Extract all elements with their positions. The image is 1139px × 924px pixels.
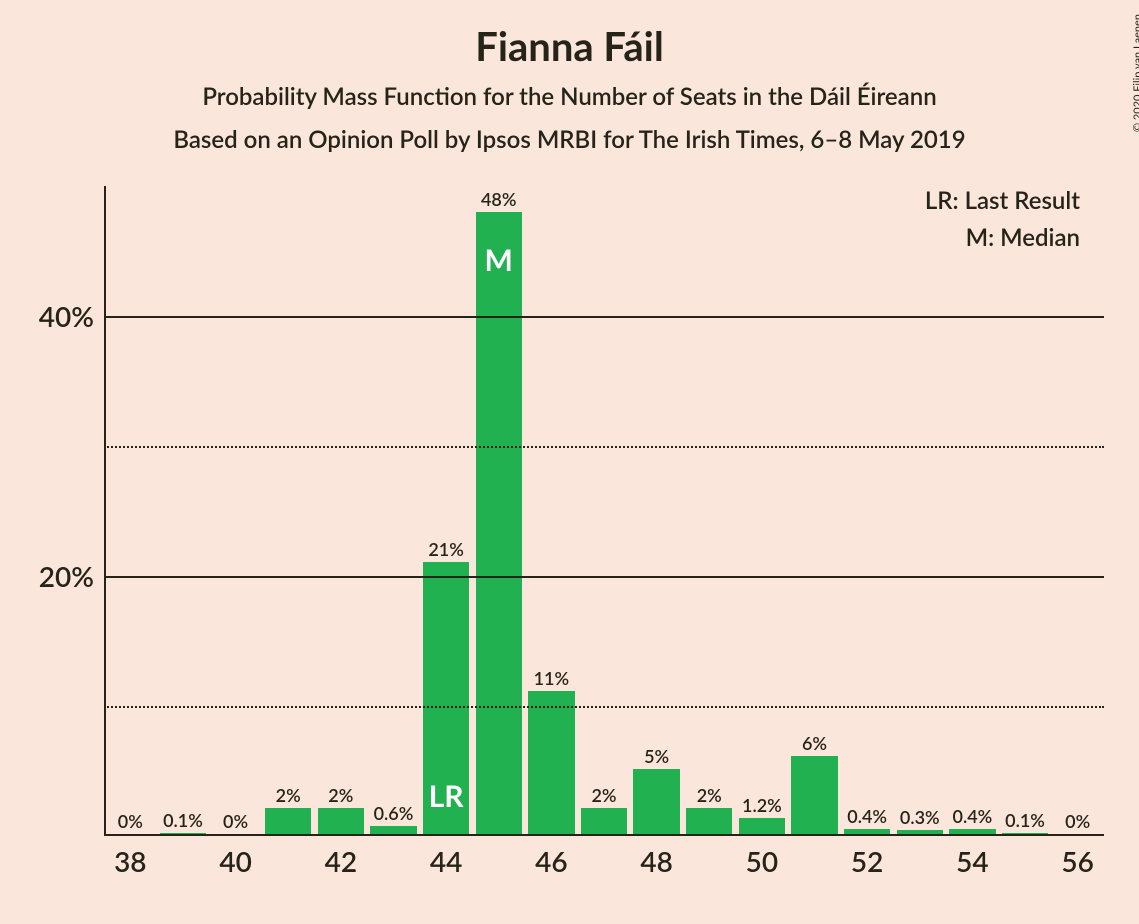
bar-46: 11% (528, 691, 574, 834)
bar-52: 0.4% (844, 829, 890, 834)
gridline (104, 446, 1104, 448)
x-axis-tick-label: 48 (640, 844, 672, 878)
bar-value-label: 0.4% (949, 805, 995, 827)
bar-53: 0.3% (897, 830, 943, 834)
x-axis-tick-label: 52 (851, 844, 883, 878)
y-axis-tick-label: 40% (14, 299, 94, 333)
gridline (104, 316, 1104, 318)
bar-47: 2% (581, 808, 627, 834)
x-axis-tick-label: 46 (535, 844, 567, 878)
bar-value-label: 11% (528, 667, 574, 689)
bar-44: 21%LR (423, 562, 469, 834)
gridline (104, 576, 1104, 578)
legend-m: M: Median (925, 223, 1080, 252)
bar-value-label: 0.4% (844, 805, 890, 827)
bar-50: 1.2% (739, 818, 785, 834)
bar-value-label: 2% (318, 784, 364, 806)
bar-value-label: 2% (265, 784, 311, 806)
bars-container: 0%0.1%0%2%2%0.6%21%LR48%M11%2%5%2%1.2%6%… (104, 186, 1104, 834)
bar-value-label: 2% (686, 784, 732, 806)
bar-55: 0.1% (1002, 833, 1048, 834)
bar-value-label: 1.2% (739, 794, 785, 816)
bar-value-label: 48% (476, 188, 522, 210)
x-axis-line (104, 834, 1104, 836)
bar-value-label: 0.6% (370, 802, 416, 824)
bar-45: 48%M (476, 212, 522, 834)
pmf-bar-chart: 0%0.1%0%2%2%0.6%21%LR48%M11%2%5%2%1.2%6%… (104, 186, 1104, 836)
bar-value-label: 0% (107, 810, 153, 832)
gridline (104, 706, 1104, 708)
x-axis-tick-label: 50 (746, 844, 778, 878)
bar-value-label: 0.3% (897, 806, 943, 828)
x-axis-tick-label: 44 (430, 844, 462, 878)
bar-value-label: 0% (1055, 810, 1101, 832)
chart-subtitle: Probability Mass Function for the Number… (0, 82, 1139, 111)
chart-title: Fianna Fáil (0, 0, 1139, 70)
copyright-label: © 2020 Filip van Laenen (1131, 14, 1139, 132)
legend: LR: Last Result M: Median (925, 186, 1080, 260)
bar-41: 2% (265, 808, 311, 834)
chart-subtitle-2: Based on an Opinion Poll by Ipsos MRBI f… (0, 125, 1139, 154)
x-axis-tick-label: 40 (219, 844, 251, 878)
bar-value-label: 6% (791, 732, 837, 754)
x-axis-tick-label: 38 (114, 844, 146, 878)
bar-value-label: 2% (581, 784, 627, 806)
bar-43: 0.6% (370, 826, 416, 834)
bar-51: 6% (791, 756, 837, 834)
y-axis-tick-label: 20% (14, 559, 94, 593)
bar-49: 2% (686, 808, 732, 834)
x-axis-tick-label: 42 (325, 844, 357, 878)
bar-42: 2% (318, 808, 364, 834)
x-axis-tick-label: 54 (956, 844, 988, 878)
x-axis-tick-label: 56 (1061, 844, 1093, 878)
bar-value-label: 0.1% (1002, 809, 1048, 831)
bar-value-label: 5% (633, 745, 679, 767)
bar-54: 0.4% (949, 829, 995, 834)
bar-inside-label: M (476, 242, 522, 278)
legend-lr: LR: Last Result (925, 186, 1080, 215)
bar-value-label: 0% (212, 810, 258, 832)
bar-39: 0.1% (160, 833, 206, 834)
bar-48: 5% (633, 769, 679, 834)
bar-value-label: 21% (423, 538, 469, 560)
bar-inside-label: LR (423, 778, 469, 814)
bar-value-label: 0.1% (160, 809, 206, 831)
